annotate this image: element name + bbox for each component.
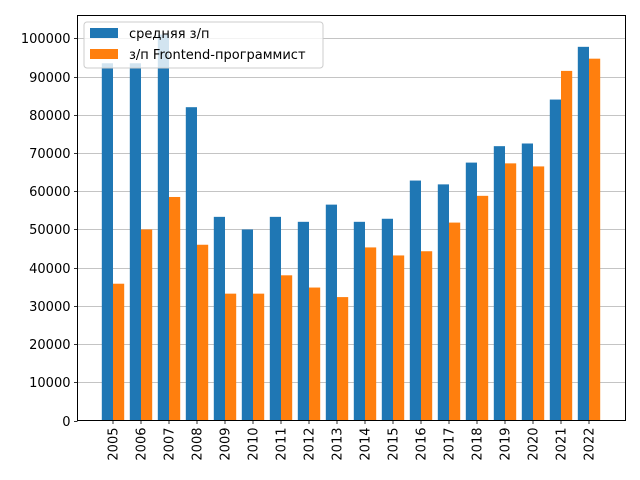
x-tick-label: 2017 xyxy=(443,428,458,461)
bar-frontend-salary-2015 xyxy=(393,255,405,421)
y-tick-label: 100000 xyxy=(21,32,71,47)
y-tick-label: 0 xyxy=(62,415,70,430)
x-axis: 2005 2006 2007 2008 2009 2010 2011 2012 2013 2014… xyxy=(107,420,598,461)
bar-average-salary-2010 xyxy=(241,229,253,421)
x-tick-label: 2005 xyxy=(107,428,122,461)
bar-average-salary-2008 xyxy=(185,107,197,421)
bar-frontend-salary-2008 xyxy=(197,244,209,421)
y-tick-label: 50000 xyxy=(29,223,70,238)
bar-frontend-salary-2012 xyxy=(309,287,321,421)
legend: средняя з/п з/п Frontend-программист xyxy=(83,21,324,69)
bar-average-salary-2013 xyxy=(325,204,337,421)
plot-frame xyxy=(77,15,626,421)
x-tick-label: 2022 xyxy=(583,428,598,461)
y-axis: 0 10000 20000 30000 40000 50000 60000 70000 8000… xyxy=(21,32,78,430)
bar-frontend-salary-2014 xyxy=(365,247,377,421)
x-tick-label: 2019 xyxy=(499,428,514,461)
bar-average-salary-2009 xyxy=(213,216,225,421)
bar-frontend-salary-2005 xyxy=(113,283,125,421)
bar-average-salary-2012 xyxy=(297,221,309,421)
bars xyxy=(101,34,601,421)
x-tick-label: 2014 xyxy=(359,428,374,461)
bar-average-salary-2015 xyxy=(381,218,393,421)
bar-average-salary-2006 xyxy=(129,63,141,421)
bar-average-salary-2022 xyxy=(577,46,589,421)
bar-average-salary-2018 xyxy=(465,162,477,421)
y-tick-label: 30000 xyxy=(29,300,70,315)
bar-average-salary-2005 xyxy=(101,63,113,421)
legend-swatch-frontend-salary xyxy=(90,49,118,59)
bar-average-salary-2019 xyxy=(493,146,505,421)
y-tick-label: 20000 xyxy=(29,338,70,353)
bar-frontend-salary-2016 xyxy=(421,251,433,421)
legend-label-average-salary: средняя з/п xyxy=(129,27,209,42)
y-tick-label: 60000 xyxy=(29,185,70,200)
x-tick-label: 2009 xyxy=(219,428,234,461)
bar-average-salary-2020 xyxy=(521,143,533,421)
x-tick-label: 2008 xyxy=(191,428,206,461)
x-tick-label: 2006 xyxy=(135,428,150,461)
y-tick-label: 70000 xyxy=(29,147,70,162)
x-tick-label: 2011 xyxy=(275,428,290,461)
bar-average-salary-2014 xyxy=(353,221,365,421)
bar-frontend-salary-2020 xyxy=(533,166,545,421)
bar-frontend-salary-2009 xyxy=(225,293,237,421)
x-tick-label: 2007 xyxy=(163,428,178,461)
bar-frontend-salary-2011 xyxy=(281,275,293,421)
x-tick-label: 2016 xyxy=(415,428,430,461)
bar-frontend-salary-2022 xyxy=(589,58,601,421)
x-tick-label: 2018 xyxy=(471,428,486,461)
bar-frontend-salary-2017 xyxy=(449,222,461,421)
legend-swatch-average-salary xyxy=(90,28,118,38)
bar-frontend-salary-2013 xyxy=(337,297,349,421)
bar-frontend-salary-2021 xyxy=(561,70,573,421)
bar-average-salary-2016 xyxy=(409,180,421,421)
legend-box xyxy=(83,21,324,69)
x-tick-label: 2010 xyxy=(247,428,262,461)
y-tick-label: 40000 xyxy=(29,262,70,277)
y-tick-label: 10000 xyxy=(29,376,70,391)
x-tick-label: 2012 xyxy=(303,428,318,461)
bar-average-salary-2017 xyxy=(437,184,449,421)
x-tick-label: 2020 xyxy=(527,428,542,461)
x-tick-label: 2015 xyxy=(387,428,402,461)
bar-frontend-salary-2018 xyxy=(477,195,489,421)
legend-label-frontend-salary: з/п Frontend-программист xyxy=(129,48,306,63)
bar-average-salary-2011 xyxy=(269,216,281,421)
x-tick-label: 2013 xyxy=(331,428,346,461)
bar-frontend-salary-2010 xyxy=(253,293,265,421)
bar-average-salary-2007 xyxy=(157,34,169,421)
x-tick-label: 2021 xyxy=(555,428,570,461)
bar-frontend-salary-2019 xyxy=(505,163,517,421)
y-tick-label: 80000 xyxy=(29,109,70,124)
bar-average-salary-2021 xyxy=(549,99,561,421)
y-tick-label: 90000 xyxy=(29,71,70,86)
bar-frontend-salary-2007 xyxy=(169,196,181,421)
bar-frontend-salary-2006 xyxy=(141,229,153,421)
